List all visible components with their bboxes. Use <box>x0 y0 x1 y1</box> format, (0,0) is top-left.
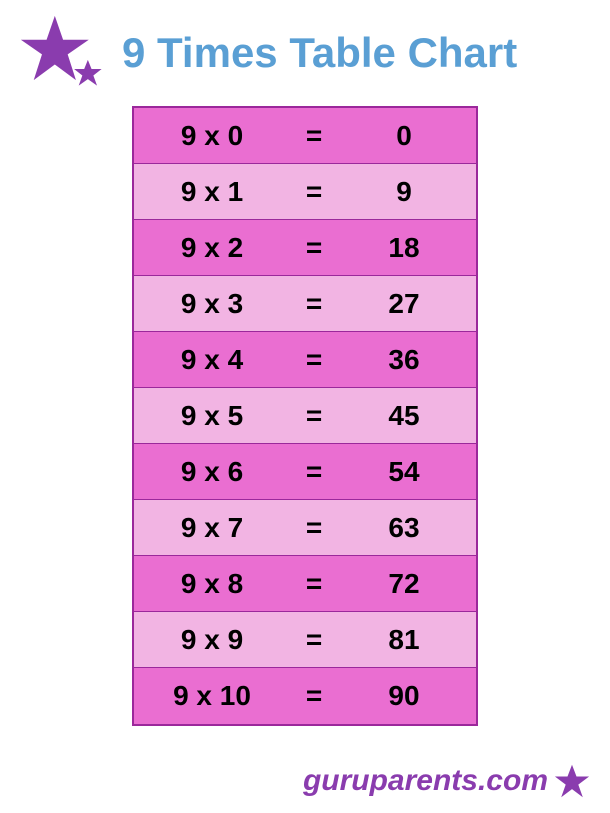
table-row: 9 x 0=0 <box>134 108 476 164</box>
expression: 9 x 10 <box>134 680 284 712</box>
star-icon <box>18 14 110 92</box>
equals-sign: = <box>284 232 344 264</box>
equals-sign: = <box>284 344 344 376</box>
equals-sign: = <box>284 512 344 544</box>
result: 54 <box>344 456 464 488</box>
expression: 9 x 2 <box>134 232 284 264</box>
equals-sign: = <box>284 624 344 656</box>
table-row: 9 x 9=81 <box>134 612 476 668</box>
page-title: 9 Times Table Chart <box>122 29 517 77</box>
result: 72 <box>344 568 464 600</box>
footer: guruparents.com <box>303 763 590 799</box>
result: 0 <box>344 120 464 152</box>
expression: 9 x 5 <box>134 400 284 432</box>
header: 9 Times Table Chart <box>0 0 610 98</box>
table-row: 9 x 3=27 <box>134 276 476 332</box>
equals-sign: = <box>284 176 344 208</box>
equals-sign: = <box>284 568 344 600</box>
result: 90 <box>344 680 464 712</box>
equals-sign: = <box>284 456 344 488</box>
expression: 9 x 8 <box>134 568 284 600</box>
table-row: 9 x 8=72 <box>134 556 476 612</box>
result: 18 <box>344 232 464 264</box>
expression: 9 x 9 <box>134 624 284 656</box>
table-row: 9 x 6=54 <box>134 444 476 500</box>
result: 27 <box>344 288 464 320</box>
times-table: 9 x 0=09 x 1=99 x 2=189 x 3=279 x 4=369 … <box>132 106 478 726</box>
table-row: 9 x 5=45 <box>134 388 476 444</box>
footer-text: guruparents.com <box>303 764 548 798</box>
expression: 9 x 0 <box>134 120 284 152</box>
table-row: 9 x 7=63 <box>134 500 476 556</box>
expression: 9 x 6 <box>134 456 284 488</box>
expression: 9 x 1 <box>134 176 284 208</box>
table-row: 9 x 2=18 <box>134 220 476 276</box>
expression: 9 x 3 <box>134 288 284 320</box>
result: 45 <box>344 400 464 432</box>
expression: 9 x 7 <box>134 512 284 544</box>
equals-sign: = <box>284 288 344 320</box>
table-row: 9 x 10=90 <box>134 668 476 724</box>
result: 63 <box>344 512 464 544</box>
result: 36 <box>344 344 464 376</box>
result: 9 <box>344 176 464 208</box>
expression: 9 x 4 <box>134 344 284 376</box>
equals-sign: = <box>284 680 344 712</box>
table-row: 9 x 1=9 <box>134 164 476 220</box>
table-row: 9 x 4=36 <box>134 332 476 388</box>
star-icon <box>554 763 590 799</box>
result: 81 <box>344 624 464 656</box>
equals-sign: = <box>284 400 344 432</box>
equals-sign: = <box>284 120 344 152</box>
